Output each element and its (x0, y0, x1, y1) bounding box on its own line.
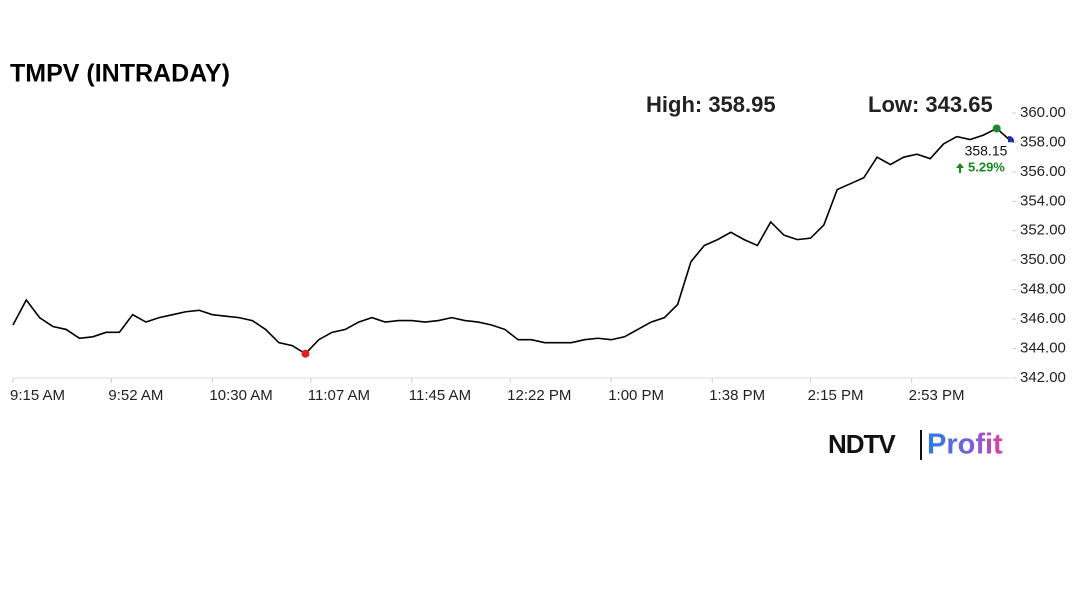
low-label: Low: 343.65 (868, 92, 993, 117)
high-label: High: 358.95 (646, 92, 776, 117)
y-tick-label: 348.00 (1020, 281, 1066, 298)
logo: NDTV Profit (828, 429, 1003, 461)
x-tick-label: 9:15 AM (10, 387, 65, 404)
x-tick-label: 2:15 PM (808, 387, 864, 404)
y-tick-label: 352.00 (1020, 222, 1066, 239)
y-tick-label: 342.00 (1020, 369, 1066, 386)
chart-title: TMPV (INTRADAY) (10, 60, 230, 88)
y-tick-label: 354.00 (1020, 192, 1066, 209)
y-tick-label: 356.00 (1020, 163, 1066, 180)
y-tick-label: 350.00 (1020, 251, 1066, 268)
y-tick-label: 360.00 (1020, 104, 1066, 121)
change-arrow (956, 163, 964, 173)
x-tick-label: 11:07 AM (308, 387, 370, 404)
logo-product: Profit (927, 429, 1003, 461)
y-tick-label: 358.00 (1020, 133, 1066, 150)
last-marker (1008, 136, 1015, 143)
x-tick-label: 9:52 AM (108, 387, 163, 404)
last-value: 358.15 (965, 143, 1008, 159)
x-tick-label: 1:38 PM (709, 387, 765, 404)
x-tick-label: 11:45 AM (409, 387, 471, 404)
logo-brand: NDTV (828, 429, 896, 459)
change-label: 5.29% (968, 159, 1005, 174)
price-line (12, 127, 1011, 355)
x-tick-label: 1:00 PM (608, 387, 664, 404)
x-tick-label: 12:22 PM (507, 387, 571, 404)
high-marker (992, 124, 1001, 133)
y-tick-label: 344.00 (1020, 340, 1066, 357)
x-tick-label: 2:53 PM (909, 387, 965, 404)
y-tick-label: 346.00 (1020, 310, 1066, 327)
low-marker (301, 349, 310, 358)
x-tick-label: 10:30 AM (209, 387, 272, 404)
